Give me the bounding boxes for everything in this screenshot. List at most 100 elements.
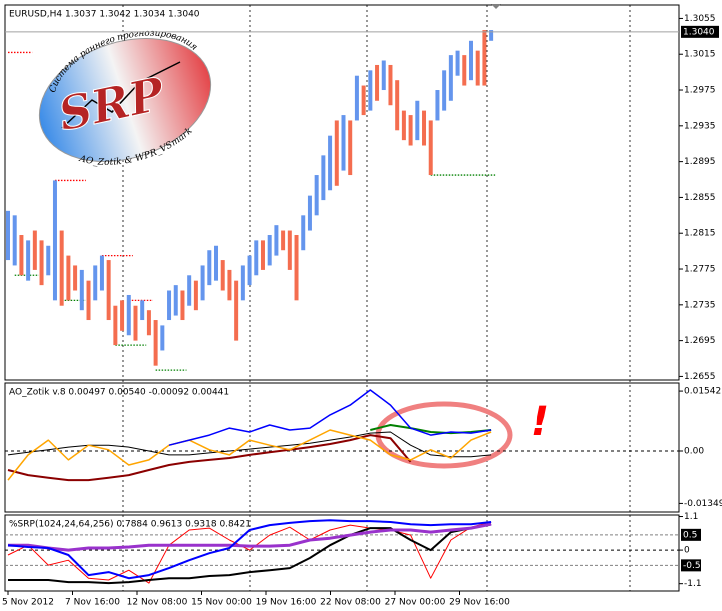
x-tick-label: 5 Nov 2012 — [2, 598, 54, 608]
indicator-line — [370, 424, 492, 435]
price-bar — [59, 230, 64, 306]
y-tick-label: 0 — [684, 546, 690, 556]
price-bar — [126, 294, 131, 336]
highlight-ellipse — [375, 401, 513, 469]
price-bar — [86, 280, 91, 321]
srp-panel-frame — [4, 514, 680, 592]
price-bar — [146, 310, 151, 336]
price-bar — [227, 269, 232, 301]
y-tick-label: 1.2935 — [684, 121, 716, 131]
price-bar — [180, 290, 185, 321]
y-tick-label: 1.2695 — [684, 336, 716, 346]
price-bar — [12, 215, 17, 266]
x-tick-label: 12 Nov 08:00 — [127, 598, 188, 608]
y-tick-label: 0.01542 — [684, 387, 721, 397]
price-bar — [368, 70, 373, 111]
price-bar — [348, 120, 353, 176]
main-panel-frame — [4, 4, 680, 381]
price-bar — [220, 260, 225, 291]
price-bar — [73, 265, 78, 291]
x-tick-label: 19 Nov 16:00 — [256, 598, 317, 608]
price-bar — [26, 240, 31, 281]
price-bar — [375, 64, 380, 101]
price-bar — [106, 260, 111, 321]
price-bar — [381, 60, 386, 91]
price-bar — [455, 50, 460, 76]
price-bar — [281, 230, 286, 251]
price-bar — [32, 230, 37, 270]
price-bar — [314, 175, 319, 216]
price-bar — [46, 245, 51, 276]
y-tick-label: -1.1 — [684, 579, 702, 589]
logo-name: SRP — [54, 66, 170, 141]
indicator-line — [7, 429, 492, 481]
price-bar — [52, 180, 57, 301]
price-bar — [321, 155, 326, 201]
logo-ellipse — [38, 37, 212, 163]
price-bar — [274, 225, 279, 256]
current-price-box — [681, 25, 719, 38]
indicator-line — [7, 434, 412, 482]
y-tick-label: 1.3015 — [684, 50, 716, 60]
x-tick-label: 29 Nov 16:00 — [449, 598, 510, 608]
price-bar — [113, 305, 118, 346]
level-label: -0.5 — [683, 561, 701, 571]
price-bar — [482, 30, 487, 86]
y-tick-label: 1.3055 — [684, 14, 716, 24]
logo-arrow — [61, 61, 181, 129]
price-bar — [341, 115, 346, 171]
price-bar — [234, 280, 239, 341]
price-bar — [354, 75, 359, 121]
price-bar — [267, 235, 272, 266]
price-bar — [260, 240, 265, 270]
price-bar — [287, 230, 292, 270]
price-bar — [307, 195, 312, 231]
y-tick-label: 0.00 — [684, 446, 704, 456]
y-tick-label: 1.2815 — [684, 229, 716, 239]
price-bar — [448, 55, 453, 101]
price-bar — [207, 250, 212, 286]
x-tick-label: 15 Nov 00:00 — [191, 598, 252, 608]
price-bar — [422, 110, 427, 146]
x-tick-label: 7 Nov 16:00 — [65, 598, 120, 608]
indicator-line — [7, 519, 492, 580]
x-tick-label: 22 Nov 08:00 — [320, 598, 381, 608]
price-bar — [240, 265, 245, 301]
indicator-line — [8, 522, 492, 552]
price-bar — [120, 300, 125, 331]
ao-panel-frame — [4, 382, 680, 513]
y-tick-label: -0.01349 — [684, 499, 722, 509]
price-bar — [328, 135, 333, 191]
price-bar — [334, 120, 339, 186]
level-label: 0.5 — [683, 530, 697, 540]
price-bar — [39, 240, 44, 286]
price-bar — [428, 120, 433, 176]
panel-frames — [4, 4, 680, 592]
price-bar — [462, 55, 467, 86]
current-price-label: 1.3040 — [683, 27, 715, 37]
level-box — [681, 528, 701, 541]
indicator-line — [8, 523, 492, 585]
price-bar — [401, 110, 406, 141]
y-tick-label: 1.2775 — [684, 265, 716, 275]
shift-marker — [491, 4, 501, 9]
y-tick-label: 1.2655 — [684, 372, 716, 382]
y-tick-label: 1.2975 — [684, 86, 716, 96]
level-box — [681, 559, 701, 572]
price-bar — [66, 255, 71, 301]
price-bar — [193, 280, 198, 311]
price-bar — [442, 70, 447, 111]
price-bar — [435, 90, 440, 121]
price-bar — [395, 80, 400, 131]
y-tick-label: 1.2855 — [684, 193, 716, 203]
price-bar — [415, 100, 420, 141]
price-bar — [408, 115, 413, 146]
annotation: ! — [531, 399, 549, 445]
price-bar — [294, 235, 299, 301]
price-bar — [187, 275, 192, 306]
price-bar — [79, 269, 84, 311]
price-bar — [173, 285, 178, 316]
x-tick-label: 27 Nov 00:00 — [385, 598, 446, 608]
price-bar — [19, 235, 24, 276]
